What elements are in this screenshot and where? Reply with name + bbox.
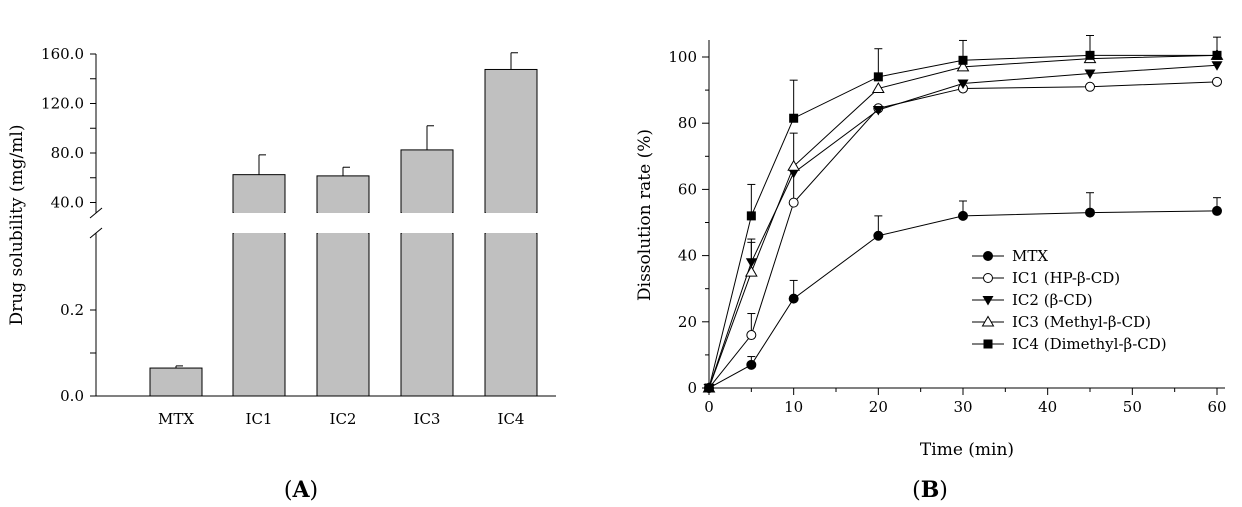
bar-break-cover: [402, 232, 452, 235]
bar-break-cover: [486, 232, 536, 235]
legend-marker: [983, 251, 993, 261]
x-tick-label: IC3: [414, 410, 441, 428]
data-point: [744, 265, 758, 277]
bar-upper-ic1: [232, 174, 286, 214]
data-point: [1084, 69, 1096, 80]
data-point: [958, 210, 968, 221]
data-point: [746, 330, 757, 341]
y-axis-label: Dissolution rate (%): [635, 129, 655, 301]
panel-label-b: (B): [912, 477, 948, 503]
bar-lower-ic1: [232, 232, 286, 397]
bar-lower-ic2: [316, 232, 370, 397]
legend: MTX IC1 (HP-β-CD) IC2 (β-CD) IC3 (Methyl-β-…: [972, 247, 1167, 353]
series-5: [704, 34, 1222, 393]
x-tick-label: 40: [1038, 398, 1057, 416]
data-point: [788, 293, 799, 304]
data-point: [1212, 76, 1222, 87]
x-tick-label: IC1: [246, 410, 273, 428]
legend-label: IC3 (Methyl-β-CD): [1012, 313, 1151, 331]
data-point: [789, 113, 799, 123]
bar-upper-ic3: [400, 149, 454, 214]
y-tick-label: 80: [678, 114, 697, 132]
data-point: [873, 230, 884, 241]
y-tick-label: 80.0: [51, 144, 84, 162]
legend-marker: [983, 339, 993, 349]
data-point: [871, 81, 885, 93]
data-point: [787, 159, 801, 171]
data-point: [1212, 205, 1222, 216]
y-tick-label: 0.0: [60, 387, 84, 405]
data-point: [704, 383, 714, 393]
data-point: [1211, 61, 1223, 71]
legend-label: IC2 (β-CD): [1012, 291, 1093, 309]
y-tick-label: 40.0: [51, 194, 84, 212]
y-tick-label: 20: [678, 313, 697, 331]
bar-mtx: [149, 367, 203, 397]
data-point: [872, 105, 884, 116]
series-line: [708, 210, 1218, 389]
data-point: [1085, 81, 1095, 92]
y-tick-label: 0: [687, 379, 697, 397]
axis-break-mark: [89, 227, 103, 239]
data-point: [873, 72, 883, 82]
x-axis-label: Time (min): [920, 440, 1014, 460]
x-tick-label: 60: [1207, 398, 1226, 416]
y-tick-label: 40: [678, 247, 697, 265]
x-tick-label: 20: [869, 398, 888, 416]
series-1: [704, 192, 1222, 393]
x-tick-label: IC2: [330, 410, 357, 428]
legend-marker: [983, 273, 993, 283]
data-point: [1085, 207, 1095, 218]
data-point: [956, 60, 970, 72]
bar-lower-ic4: [484, 232, 538, 397]
panel-b-line-chart: 0 20 40 60 80 100 0 10 20 30 40 50 60 Time (min) Disso…: [635, 34, 1227, 503]
panel-a-bar-chart: 0.0 0.2 40.0 80.0 120.0 160.0 MTX IC1 IC2 IC3 IC4 D…: [7, 45, 566, 503]
axis-break-gap: [86, 213, 566, 233]
legend-label: MTX: [1012, 247, 1048, 265]
legend-marker: [982, 296, 994, 306]
data-point: [1212, 50, 1222, 60]
legend-label: IC1 (HP-β-CD): [1012, 269, 1120, 287]
y-tick-label: 160.0: [41, 45, 84, 63]
bar-upper-ic4: [484, 68, 538, 214]
bar-lower-ic3: [400, 232, 454, 397]
axis-break-mark: [89, 207, 103, 219]
x-tick-label: IC4: [498, 410, 525, 428]
y-tick-label: 60: [678, 180, 697, 198]
legend-label: IC4 (Dimethyl-β-CD): [1012, 335, 1167, 353]
y-tick-label: 100: [668, 48, 697, 66]
x-tick-label: 30: [953, 398, 972, 416]
data-point: [958, 55, 968, 65]
bar-break-cover: [234, 232, 284, 235]
data-point: [788, 197, 799, 208]
data-point: [788, 168, 800, 179]
legend-marker: [981, 315, 995, 327]
data-point: [1085, 50, 1095, 60]
y-tick-label: 120.0: [41, 95, 84, 113]
data-point: [746, 211, 756, 221]
panel-label-a: (A): [284, 477, 318, 503]
x-tick-label: MTX: [158, 410, 194, 428]
x-tick-label: 50: [1123, 398, 1142, 416]
x-tick-label: 10: [784, 398, 803, 416]
bar-break-cover: [318, 232, 368, 235]
x-tick-label: 0: [704, 398, 714, 416]
y-axis-label: Drug solubility (mg/ml): [7, 125, 27, 326]
bar-upper-ic2: [316, 175, 370, 214]
y-tick-label: 0.2: [60, 301, 84, 319]
data-point: [746, 359, 757, 370]
data-point: [957, 79, 969, 89]
